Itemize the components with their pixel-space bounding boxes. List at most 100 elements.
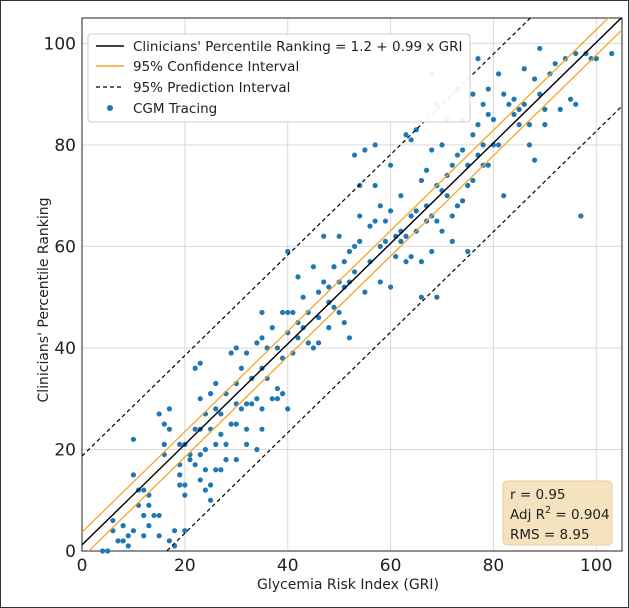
data-point: [485, 111, 491, 118]
data-point: [130, 528, 137, 534]
data-point: [516, 122, 522, 128]
y-tick-label: 100: [44, 34, 76, 54]
data-point: [218, 467, 224, 473]
data-point: [516, 106, 522, 112]
data-point: [233, 421, 239, 427]
data-point: [141, 533, 147, 539]
cgm-tracing-points: [99, 45, 615, 554]
data-point: [387, 284, 394, 290]
data-point: [413, 208, 419, 214]
data-point: [300, 294, 306, 300]
data-point: [156, 533, 162, 539]
data-point: [177, 472, 183, 478]
data-point: [418, 294, 425, 300]
stat-adj-r2-prefix: Adj R: [510, 507, 545, 523]
data-point: [609, 50, 615, 57]
data-point: [213, 406, 219, 412]
data-point: [403, 233, 409, 239]
data-point: [588, 56, 594, 62]
stat-adj-r2: Adj R2 = 0.904: [510, 505, 610, 523]
data-point: [285, 309, 291, 316]
data-point: [125, 533, 131, 539]
data-point: [583, 50, 589, 57]
data-point: [259, 335, 265, 341]
data-point: [315, 340, 322, 346]
data-point: [259, 309, 265, 316]
data-point: [439, 142, 445, 148]
data-point: [346, 335, 353, 341]
x-axis-label: Glycemia Risk Index (GRI): [257, 577, 439, 593]
data-point: [269, 325, 275, 331]
data-point: [146, 502, 152, 508]
data-point: [326, 284, 332, 290]
x-tick-label: 40: [277, 556, 299, 576]
data-point: [238, 406, 245, 412]
legend: Clinicians' Percentile Ranking = 1.2 + 0…: [87, 33, 471, 123]
data-point: [495, 71, 502, 77]
x-tick-label: 60: [380, 556, 402, 576]
data-point: [336, 279, 342, 285]
data-point: [285, 330, 291, 336]
data-point: [382, 238, 389, 244]
data-point: [274, 345, 281, 351]
data-point: [182, 528, 188, 534]
stats-box: r = 0.95 Adj R2 = 0.904 RMS = 8.95: [502, 480, 613, 546]
data-point: [192, 462, 198, 468]
data-point: [161, 421, 167, 427]
data-point: [449, 213, 455, 219]
data-point: [290, 309, 296, 316]
data-point: [243, 441, 250, 447]
data-point: [578, 213, 584, 219]
data-point: [362, 147, 368, 153]
data-point: [346, 248, 353, 255]
data-point: [141, 512, 147, 519]
x-tick-label: 0: [77, 556, 88, 576]
data-point: [526, 142, 533, 148]
data-point: [408, 213, 414, 219]
regression-lines: [82, 18, 622, 551]
data-point: [567, 96, 574, 102]
data-point: [243, 426, 250, 432]
data-point: [295, 319, 301, 326]
data-point: [377, 243, 383, 250]
data-point: [454, 203, 461, 209]
data-point: [130, 436, 137, 442]
data-point: [480, 142, 486, 148]
stat-adj-r2-sup: 2: [545, 505, 551, 516]
data-point: [531, 76, 538, 82]
data-point: [449, 238, 455, 244]
data-point: [254, 446, 260, 453]
data-point: [207, 497, 214, 503]
data-point: [151, 512, 157, 519]
data-point: [177, 482, 183, 488]
stat-r: r = 0.95: [510, 487, 566, 503]
data-point: [182, 482, 188, 488]
data-point: [382, 218, 389, 224]
data-point: [351, 152, 358, 158]
y-tick-labels: 0 20 40 60 80 100: [44, 34, 76, 562]
data-point: [207, 391, 214, 397]
data-point: [485, 162, 491, 168]
data-point: [99, 548, 106, 554]
stats-box-bg: [502, 480, 613, 546]
data-point: [300, 325, 306, 331]
data-point: [161, 441, 167, 447]
data-point: [326, 325, 332, 331]
data-point: [403, 259, 409, 265]
data-point: [454, 152, 461, 158]
data-point: [470, 177, 476, 184]
data-point: [501, 193, 507, 199]
x-tick-label: 100: [580, 556, 612, 576]
data-point: [398, 238, 404, 244]
data-point: [387, 208, 394, 214]
plot-border: [81, 17, 623, 552]
data-point: [243, 350, 250, 356]
data-point: [429, 147, 435, 153]
data-point: [501, 91, 507, 97]
stat-rms: RMS = 8.95: [510, 527, 590, 543]
data-point: [552, 61, 558, 67]
data-point: [233, 457, 239, 463]
x-tick-labels: 0 20 40 60 80 100: [77, 556, 613, 576]
data-point: [372, 218, 378, 224]
data-point: [511, 111, 517, 118]
